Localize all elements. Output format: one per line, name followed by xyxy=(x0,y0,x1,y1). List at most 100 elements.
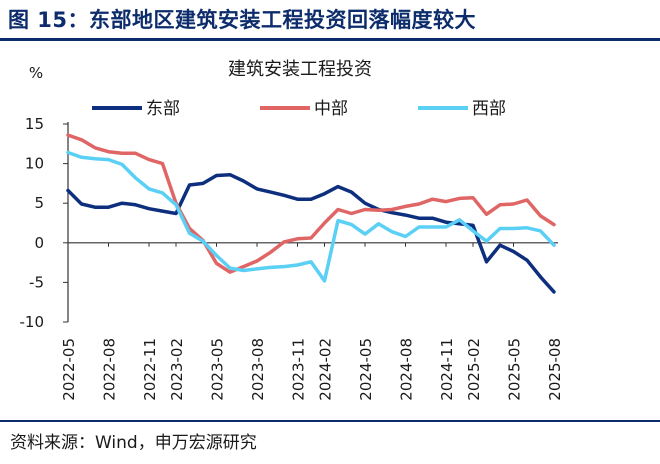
data-point xyxy=(134,176,137,180)
data-point xyxy=(282,194,286,197)
title-divider xyxy=(0,38,660,41)
chart-title: 建筑安装工程投资 xyxy=(228,59,372,80)
data-point xyxy=(255,259,259,263)
data-point xyxy=(201,240,205,243)
data-point xyxy=(80,138,83,142)
data-point xyxy=(107,150,110,153)
data-point xyxy=(80,202,83,206)
data-point xyxy=(431,217,434,220)
x-tick-label: 2023-08 xyxy=(249,338,267,401)
data-point xyxy=(188,232,191,235)
data-point xyxy=(296,263,299,267)
series-line-0 xyxy=(66,172,556,294)
data-point xyxy=(323,221,326,225)
data-point xyxy=(390,208,394,211)
data-point xyxy=(255,187,259,191)
data-point xyxy=(161,191,164,195)
data-point xyxy=(512,202,515,206)
data-point xyxy=(512,227,515,230)
data-point xyxy=(444,200,448,203)
data-point xyxy=(161,209,164,213)
data-point xyxy=(539,275,542,279)
data-point xyxy=(552,243,556,247)
data-point xyxy=(134,203,137,206)
data-point xyxy=(485,260,488,264)
data-point xyxy=(471,229,475,233)
data-point xyxy=(498,203,502,206)
data-point xyxy=(161,162,164,165)
x-axis: 2022-05 2022-08 2022-11 2023-02 2023-05 2023-… xyxy=(60,242,564,401)
data-point xyxy=(201,182,205,185)
footer-divider xyxy=(0,420,660,422)
data-point xyxy=(93,157,97,161)
data-point xyxy=(80,156,83,159)
data-point xyxy=(336,208,340,211)
x-tick-label: 2024-11 xyxy=(438,338,456,401)
y-axis-unit-label: % xyxy=(29,64,43,82)
data-point xyxy=(512,250,515,253)
data-point xyxy=(147,158,151,161)
x-tick-label: 2024-02 xyxy=(317,338,335,401)
data-point xyxy=(458,218,461,222)
data-point xyxy=(66,189,70,192)
data-point xyxy=(147,187,151,191)
data-point xyxy=(309,198,313,201)
data-point xyxy=(377,222,380,225)
x-tick-label: 2024-05 xyxy=(357,338,375,401)
x-tick-label: 2024-08 xyxy=(398,338,416,401)
data-point xyxy=(498,243,502,247)
data-point xyxy=(363,208,367,211)
data-point xyxy=(404,205,407,208)
data-point xyxy=(120,163,124,166)
data-point xyxy=(552,290,556,294)
data-point xyxy=(417,225,421,229)
data-point xyxy=(323,279,326,283)
data-point xyxy=(255,267,259,271)
data-point xyxy=(444,221,448,224)
data-point xyxy=(147,207,151,210)
data-point xyxy=(417,202,421,206)
data-point xyxy=(66,133,70,137)
data-point xyxy=(377,209,380,212)
data-point xyxy=(242,269,245,272)
data-point xyxy=(93,146,97,149)
data-point xyxy=(350,190,353,194)
data-point xyxy=(498,227,502,230)
data-point xyxy=(363,202,367,205)
data-point xyxy=(296,237,299,241)
data-point xyxy=(336,219,340,222)
data-point xyxy=(228,266,232,270)
data-point xyxy=(444,225,448,229)
x-tick-label: 2023-11 xyxy=(290,338,308,401)
data-point xyxy=(269,251,272,254)
data-point xyxy=(471,224,475,227)
y-tick-label: 10 xyxy=(25,155,44,173)
data-point xyxy=(404,235,407,238)
x-tick-label: 2023-05 xyxy=(209,338,227,401)
figure-title: 图 15：东部地区建筑安装工程投资回落幅度较大 xyxy=(8,8,477,32)
data-point xyxy=(336,185,340,188)
data-point xyxy=(404,213,407,217)
x-tick-label: 2025-05 xyxy=(506,338,524,401)
data-point xyxy=(228,270,232,274)
data-point xyxy=(282,240,286,244)
y-tick-label: -10 xyxy=(20,313,45,331)
legend-label: 西部 xyxy=(472,99,506,119)
data-point xyxy=(458,222,461,225)
data-point xyxy=(363,232,367,236)
data-point xyxy=(309,260,313,264)
data-point xyxy=(525,226,529,229)
legend-label: 东部 xyxy=(146,99,180,119)
data-point xyxy=(215,174,218,177)
data-point xyxy=(309,236,313,240)
data-point xyxy=(431,225,434,229)
data-point xyxy=(282,265,286,268)
data-point xyxy=(458,197,461,200)
data-point xyxy=(350,212,353,215)
data-point xyxy=(228,173,232,176)
y-axis: -10 -5 0 5 10 15 xyxy=(20,115,69,331)
y-tick-label: 15 xyxy=(25,115,44,133)
y-tick-label: 0 xyxy=(34,234,44,252)
data-point xyxy=(188,183,191,187)
data-point xyxy=(120,202,124,205)
